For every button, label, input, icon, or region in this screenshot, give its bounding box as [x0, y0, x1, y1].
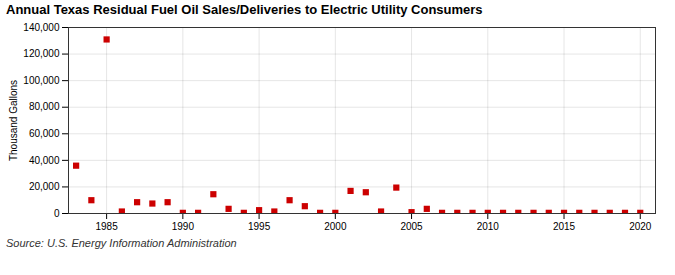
- html-text:Source: U.S. Energy Informatio: Source: U.S. Energy Information Administ…: [6, 237, 237, 249]
- svg-text:60,000: 60,000: [29, 128, 60, 139]
- svg-text:80,000: 80,000: [29, 101, 60, 112]
- svg-text:2020: 2020: [629, 221, 652, 232]
- svg-text:2000: 2000: [324, 221, 347, 232]
- svg-text:1985: 1985: [95, 221, 118, 232]
- html-text:Annual Texas Residual Fuel Oil: Annual Texas Residual Fuel Oil Sales/Del…: [6, 2, 483, 17]
- svg-text:Thousand Gallons: Thousand Gallons: [8, 80, 19, 161]
- svg-text:2015: 2015: [553, 221, 576, 232]
- svg-text:2005: 2005: [400, 221, 423, 232]
- svg-text:0: 0: [54, 208, 60, 219]
- svg-text:140,000: 140,000: [23, 22, 60, 33]
- svg-text:2010: 2010: [477, 221, 500, 232]
- svg-text:100,000: 100,000: [23, 75, 60, 86]
- svg-text:120,000: 120,000: [23, 48, 60, 59]
- svg-text:1990: 1990: [172, 221, 195, 232]
- svg-text:40,000: 40,000: [29, 155, 60, 166]
- svg-text:1995: 1995: [248, 221, 271, 232]
- svg-text:20,000: 20,000: [29, 181, 60, 192]
